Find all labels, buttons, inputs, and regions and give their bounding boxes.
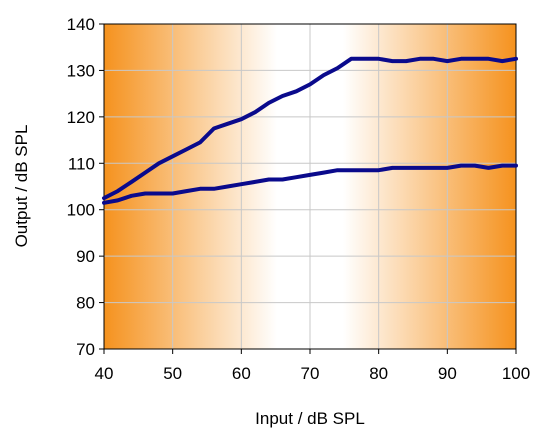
x-tick-label: 50: [163, 364, 182, 383]
x-tick-label: 80: [369, 364, 388, 383]
x-axis-title: Input / dB SPL: [255, 409, 365, 428]
x-tick-label: 60: [232, 364, 251, 383]
y-axis-title: Output / dB SPL: [12, 125, 31, 248]
x-tick-label: 40: [95, 364, 114, 383]
series-layer: [102, 56, 518, 205]
y-tick-label: 120: [67, 108, 95, 127]
y-tick-label: 70: [76, 340, 95, 359]
y-tick-label: 130: [67, 61, 95, 80]
x-tick-label: 70: [301, 364, 320, 383]
x-tick-label: 100: [502, 364, 530, 383]
y-tick-label: 80: [76, 294, 95, 313]
x-tick-label: 90: [438, 364, 457, 383]
y-tick-label: 90: [76, 247, 95, 266]
x-tick-labels: 40 50 60 70 80 90 100: [95, 349, 530, 383]
y-tick-labels: 70 80 90 100 110 120 130 140: [67, 15, 104, 359]
y-tick-label: 110: [68, 154, 95, 173]
y-tick-label: 140: [67, 15, 95, 34]
y-tick-label: 100: [67, 201, 95, 220]
